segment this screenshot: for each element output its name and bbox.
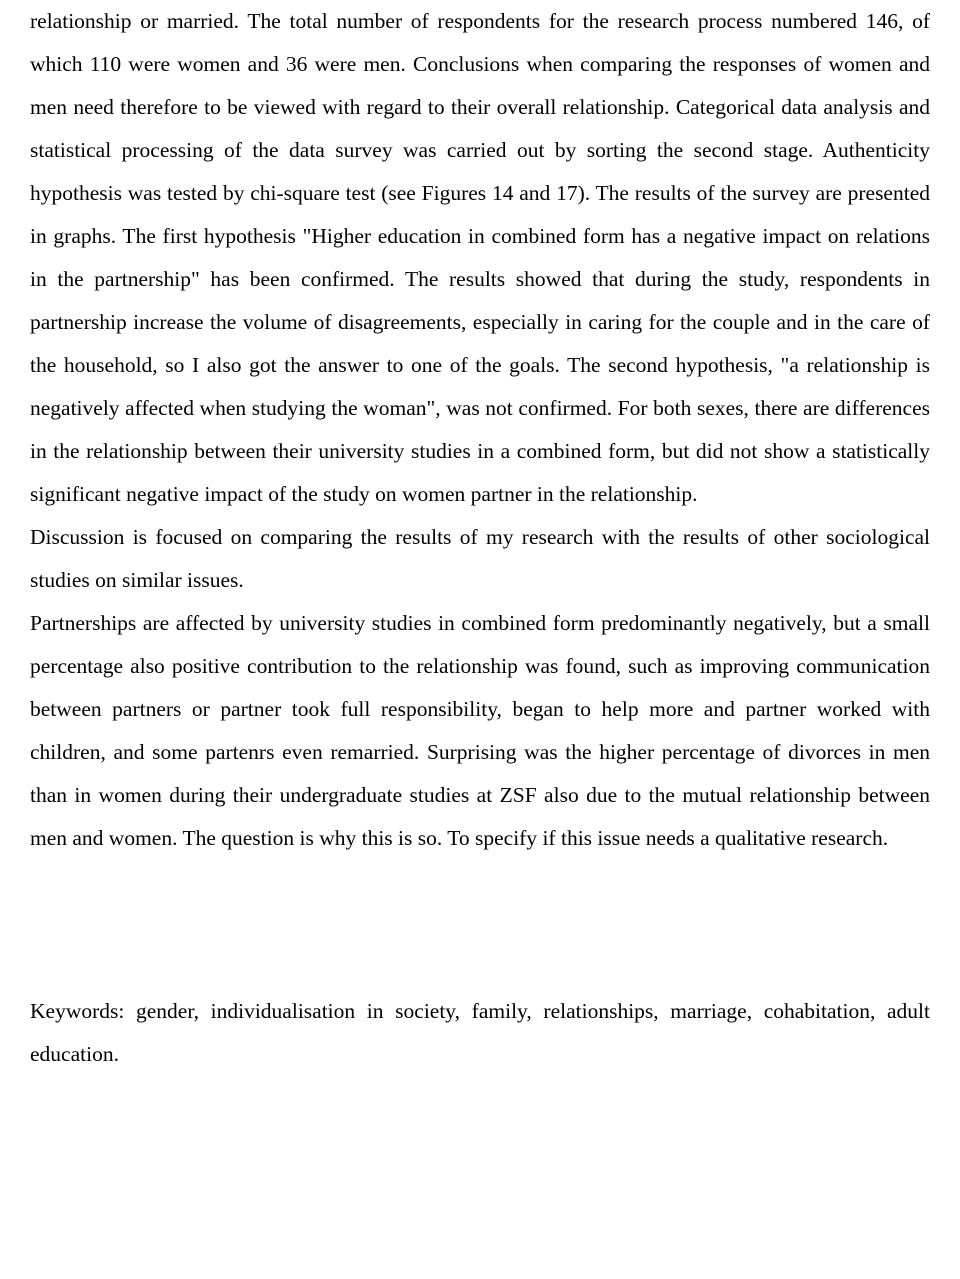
keywords-text: Keywords: gender, individualisation in s… [30, 990, 930, 1076]
paragraph-discussion: Discussion is focused on comparing the r… [30, 516, 930, 602]
paragraph-conclusion: Partnerships are affected by university … [30, 602, 930, 860]
keywords-section: Keywords: gender, individualisation in s… [30, 990, 930, 1076]
document-body: relationship or married. The total numbe… [30, 0, 930, 1076]
paragraph-main: relationship or married. The total numbe… [30, 0, 930, 516]
